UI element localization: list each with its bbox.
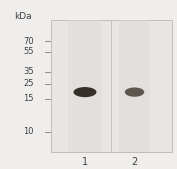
Bar bbox=[51, 20, 172, 152]
Ellipse shape bbox=[73, 87, 96, 97]
Text: kDa: kDa bbox=[14, 12, 32, 21]
Text: 35: 35 bbox=[23, 67, 34, 76]
Text: 10: 10 bbox=[23, 127, 34, 136]
Text: 70: 70 bbox=[23, 37, 34, 46]
Text: 1: 1 bbox=[82, 157, 88, 167]
Text: 15: 15 bbox=[23, 94, 34, 103]
Text: 2: 2 bbox=[131, 157, 138, 167]
Ellipse shape bbox=[125, 88, 144, 97]
Bar bbox=[119, 20, 150, 152]
Bar bbox=[68, 20, 102, 152]
Text: 25: 25 bbox=[23, 79, 34, 88]
Text: 55: 55 bbox=[23, 47, 34, 56]
